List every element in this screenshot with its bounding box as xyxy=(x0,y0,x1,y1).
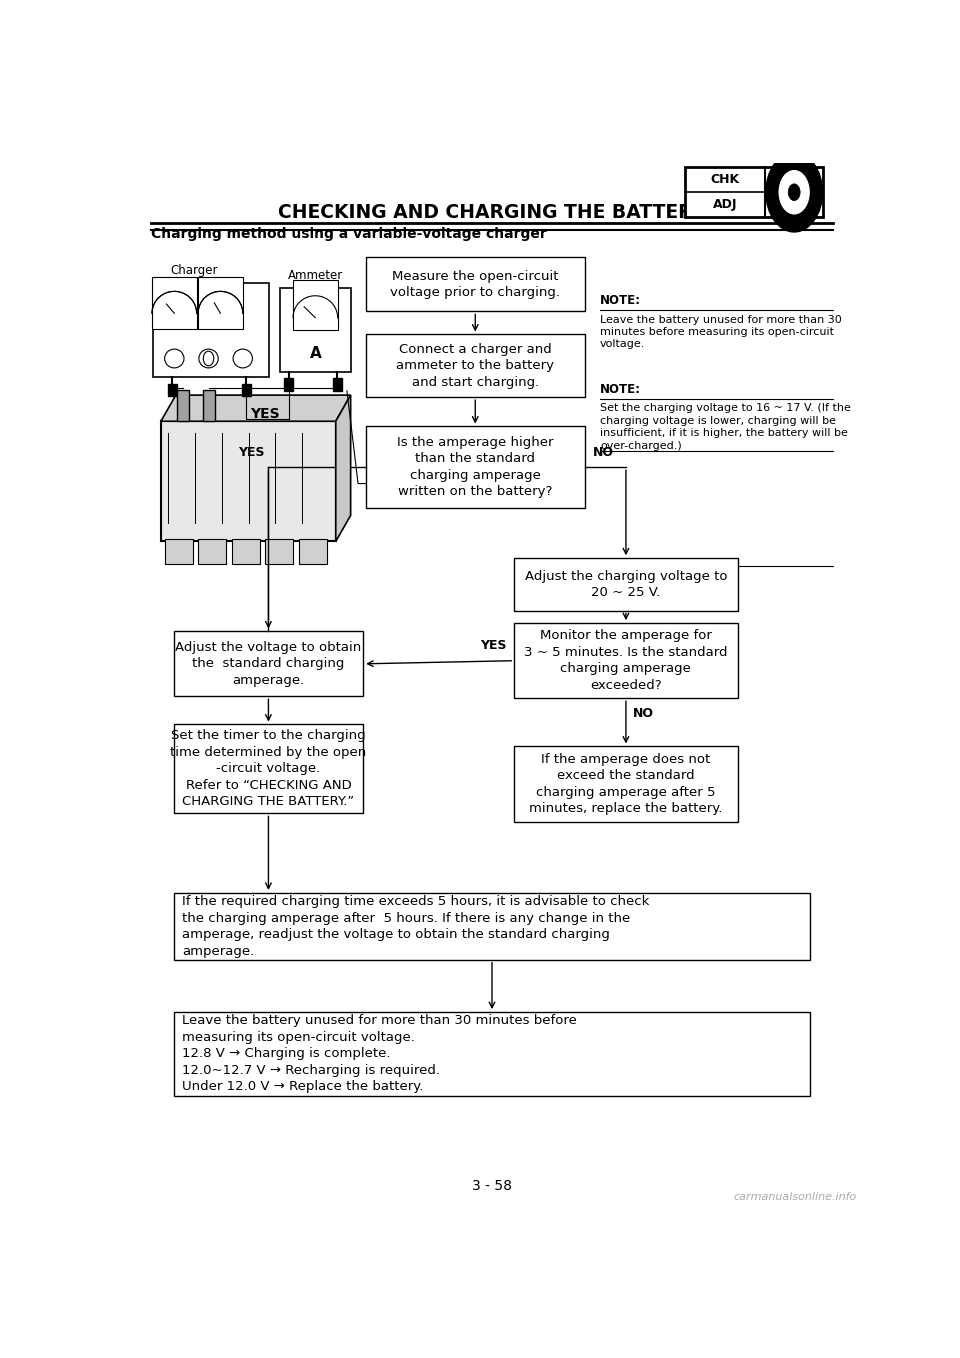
FancyBboxPatch shape xyxy=(154,284,269,378)
Text: YES: YES xyxy=(238,445,265,459)
Text: CHECKING AND CHARGING THE BATTERY: CHECKING AND CHARGING THE BATTERY xyxy=(278,202,706,221)
FancyBboxPatch shape xyxy=(280,288,350,372)
FancyBboxPatch shape xyxy=(284,379,294,391)
Text: Adjust the voltage to obtain
the  standard charging
amperage.: Adjust the voltage to obtain the standar… xyxy=(176,641,362,687)
FancyBboxPatch shape xyxy=(178,390,189,421)
Ellipse shape xyxy=(165,349,184,368)
Text: Is the amperage higher
than the standard
charging amperage
written on the batter: Is the amperage higher than the standard… xyxy=(397,436,554,498)
Text: NOTE:: NOTE: xyxy=(600,383,641,395)
Text: YES: YES xyxy=(480,640,507,652)
Text: ADJ: ADJ xyxy=(713,198,737,212)
FancyBboxPatch shape xyxy=(685,167,823,217)
FancyBboxPatch shape xyxy=(333,379,342,391)
FancyBboxPatch shape xyxy=(366,334,585,397)
Text: A: A xyxy=(309,346,322,361)
Text: NOTE:: NOTE: xyxy=(600,293,641,307)
FancyBboxPatch shape xyxy=(198,277,243,329)
FancyBboxPatch shape xyxy=(515,558,737,611)
Text: Charging method using a variable-voltage charger: Charging method using a variable-voltage… xyxy=(152,227,547,242)
Text: Charger: Charger xyxy=(170,263,218,277)
FancyBboxPatch shape xyxy=(152,277,197,329)
Text: Set the charging voltage to 16 ~ 17 V. (If the
charging voltage is lower, chargi: Set the charging voltage to 16 ~ 17 V. (… xyxy=(600,403,851,451)
FancyBboxPatch shape xyxy=(515,747,737,822)
Text: Ammeter: Ammeter xyxy=(288,269,343,282)
FancyBboxPatch shape xyxy=(174,892,810,960)
Text: Set the timer to the charging
time determined by the open
-circuit voltage.
Refe: Set the timer to the charging time deter… xyxy=(170,729,367,808)
Text: Measure the open-circuit
voltage prior to charging.: Measure the open-circuit voltage prior t… xyxy=(391,269,561,299)
FancyBboxPatch shape xyxy=(174,724,363,813)
FancyBboxPatch shape xyxy=(242,383,251,397)
FancyBboxPatch shape xyxy=(366,257,585,311)
FancyBboxPatch shape xyxy=(265,539,294,565)
FancyBboxPatch shape xyxy=(293,280,338,330)
Polygon shape xyxy=(161,395,350,421)
Text: If the amperage does not
exceed the standard
charging amperage after 5
minutes, : If the amperage does not exceed the stan… xyxy=(529,752,723,815)
FancyBboxPatch shape xyxy=(174,1012,810,1096)
Text: Monitor the amperage for
3 ~ 5 minutes. Is the standard
charging amperage
exceed: Monitor the amperage for 3 ~ 5 minutes. … xyxy=(524,630,728,693)
FancyBboxPatch shape xyxy=(299,539,326,565)
Text: NO: NO xyxy=(634,706,655,720)
FancyBboxPatch shape xyxy=(366,426,585,508)
Text: YES: YES xyxy=(251,407,280,421)
Text: NO: NO xyxy=(592,445,613,459)
Text: 3 - 58: 3 - 58 xyxy=(472,1179,512,1192)
FancyBboxPatch shape xyxy=(515,623,737,698)
FancyBboxPatch shape xyxy=(204,390,215,421)
FancyBboxPatch shape xyxy=(161,421,336,542)
FancyBboxPatch shape xyxy=(165,539,193,565)
Circle shape xyxy=(778,170,810,216)
FancyBboxPatch shape xyxy=(168,383,177,397)
FancyBboxPatch shape xyxy=(231,539,260,565)
Text: carmanualsonline.info: carmanualsonline.info xyxy=(733,1192,856,1202)
Polygon shape xyxy=(336,395,350,542)
Circle shape xyxy=(766,152,823,232)
Circle shape xyxy=(788,183,800,201)
Text: Connect a charger and
ammeter to the battery
and start charging.: Connect a charger and ammeter to the bat… xyxy=(396,342,554,388)
Text: If the required charging time exceeds 5 hours, it is advisable to check
the char: If the required charging time exceeds 5 … xyxy=(182,895,650,957)
Text: Leave the battery unused for more than 30
minutes before measuring its open-circ: Leave the battery unused for more than 3… xyxy=(600,315,842,349)
Text: Adjust the charging voltage to
20 ~ 25 V.: Adjust the charging voltage to 20 ~ 25 V… xyxy=(525,569,727,599)
Text: Leave the battery unused for more than 30 minutes before
measuring its open-circ: Leave the battery unused for more than 3… xyxy=(182,1014,577,1093)
Ellipse shape xyxy=(233,349,252,368)
Ellipse shape xyxy=(199,349,218,368)
FancyBboxPatch shape xyxy=(174,631,363,697)
Text: CHK: CHK xyxy=(710,174,740,186)
FancyBboxPatch shape xyxy=(198,539,227,565)
